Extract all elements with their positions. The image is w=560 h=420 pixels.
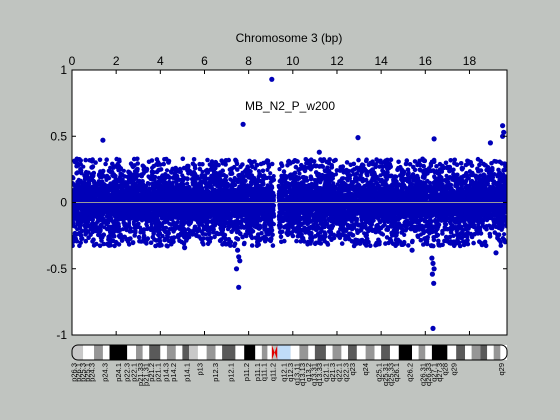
data-point — [164, 168, 170, 173]
data-points — [72, 76, 507, 331]
data-point — [185, 181, 190, 186]
